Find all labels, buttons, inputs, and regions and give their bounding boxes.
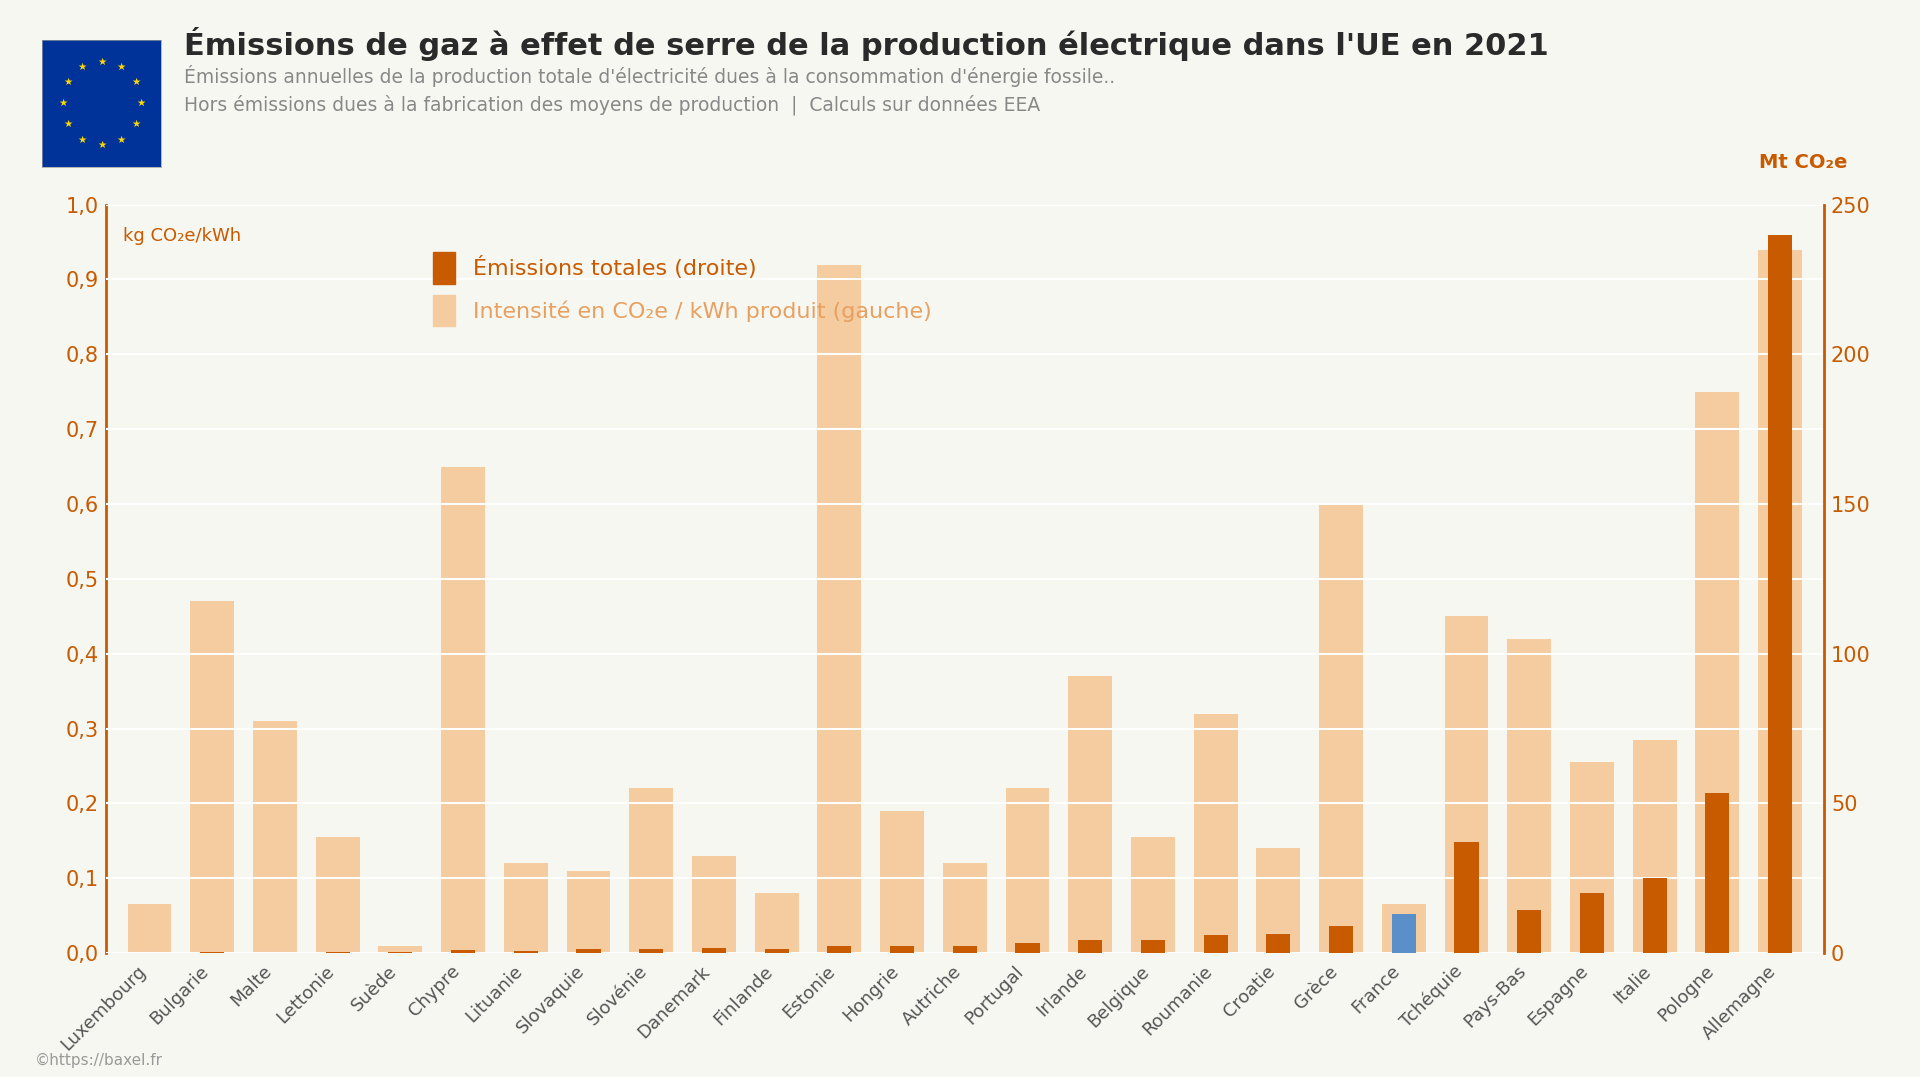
Bar [1140, 939, 1165, 953]
Bar [1079, 939, 1102, 953]
Text: ★: ★ [77, 135, 86, 144]
Bar [1392, 914, 1415, 953]
Text: ★: ★ [117, 62, 127, 72]
Bar [451, 950, 474, 953]
Bar [703, 948, 726, 953]
Bar [630, 788, 674, 953]
Bar [127, 905, 171, 953]
Bar [755, 893, 799, 953]
Bar [1256, 849, 1300, 953]
Bar [378, 946, 422, 953]
Bar [515, 951, 538, 953]
Bar [1068, 676, 1112, 953]
Bar [1759, 250, 1803, 953]
Bar [1194, 714, 1238, 953]
Bar [1204, 935, 1227, 953]
Bar [1580, 893, 1603, 953]
Text: ★: ★ [131, 120, 140, 129]
Bar [943, 864, 987, 953]
Bar [1517, 910, 1542, 953]
Bar [879, 811, 924, 953]
Text: ★: ★ [63, 120, 73, 129]
Text: ★: ★ [136, 98, 146, 109]
Text: ©https://baxel.fr: ©https://baxel.fr [35, 1053, 163, 1068]
Text: kg CO₂e/kWh: kg CO₂e/kWh [123, 227, 240, 246]
Bar [1319, 504, 1363, 953]
Bar [1632, 740, 1676, 953]
Bar [315, 837, 359, 953]
Bar [190, 601, 234, 953]
Bar [1455, 842, 1478, 953]
Text: ★: ★ [63, 78, 73, 87]
Bar [253, 722, 298, 953]
Bar [326, 952, 349, 953]
Bar [1329, 926, 1354, 953]
Bar [818, 265, 862, 953]
Text: Émissions annuelles de la production totale d'électricité dues à la consommation: Émissions annuelles de la production tot… [184, 65, 1116, 86]
Text: Hors émissions dues à la fabrication des moyens de production  |  Calculs sur do: Hors émissions dues à la fabrication des… [184, 95, 1041, 115]
Text: Émissions de gaz à effet de serre de la production électrique dans l'UE en 2021: Émissions de gaz à effet de serre de la … [184, 27, 1549, 61]
Bar [891, 946, 914, 953]
Text: ★: ★ [58, 98, 67, 109]
Bar [691, 856, 735, 953]
Bar [566, 871, 611, 953]
Bar [576, 949, 601, 953]
Bar [1267, 934, 1290, 953]
Bar [1382, 905, 1427, 953]
Bar [1768, 235, 1791, 953]
Text: ★: ★ [117, 135, 127, 144]
Bar [639, 949, 662, 953]
Text: ★: ★ [77, 62, 86, 72]
Bar [828, 946, 851, 953]
Text: Mt CO₂e: Mt CO₂e [1759, 153, 1847, 172]
Bar [1571, 763, 1615, 953]
Bar [1507, 639, 1551, 953]
Legend: Émissions totales (droite), Intensité en CO₂e / kWh produit (gauche): Émissions totales (droite), Intensité en… [426, 246, 939, 333]
Bar [764, 949, 789, 953]
Bar [200, 952, 225, 953]
Bar [1695, 392, 1740, 953]
Bar [1016, 942, 1039, 953]
Bar [1006, 788, 1050, 953]
Bar [1644, 879, 1667, 953]
Bar [1444, 616, 1488, 953]
Text: ★: ★ [98, 140, 106, 151]
Text: ★: ★ [131, 78, 140, 87]
Bar [1705, 793, 1730, 953]
Text: ★: ★ [98, 56, 106, 67]
Bar [442, 466, 486, 953]
Bar [503, 864, 547, 953]
Bar [1131, 837, 1175, 953]
Bar [952, 946, 977, 953]
